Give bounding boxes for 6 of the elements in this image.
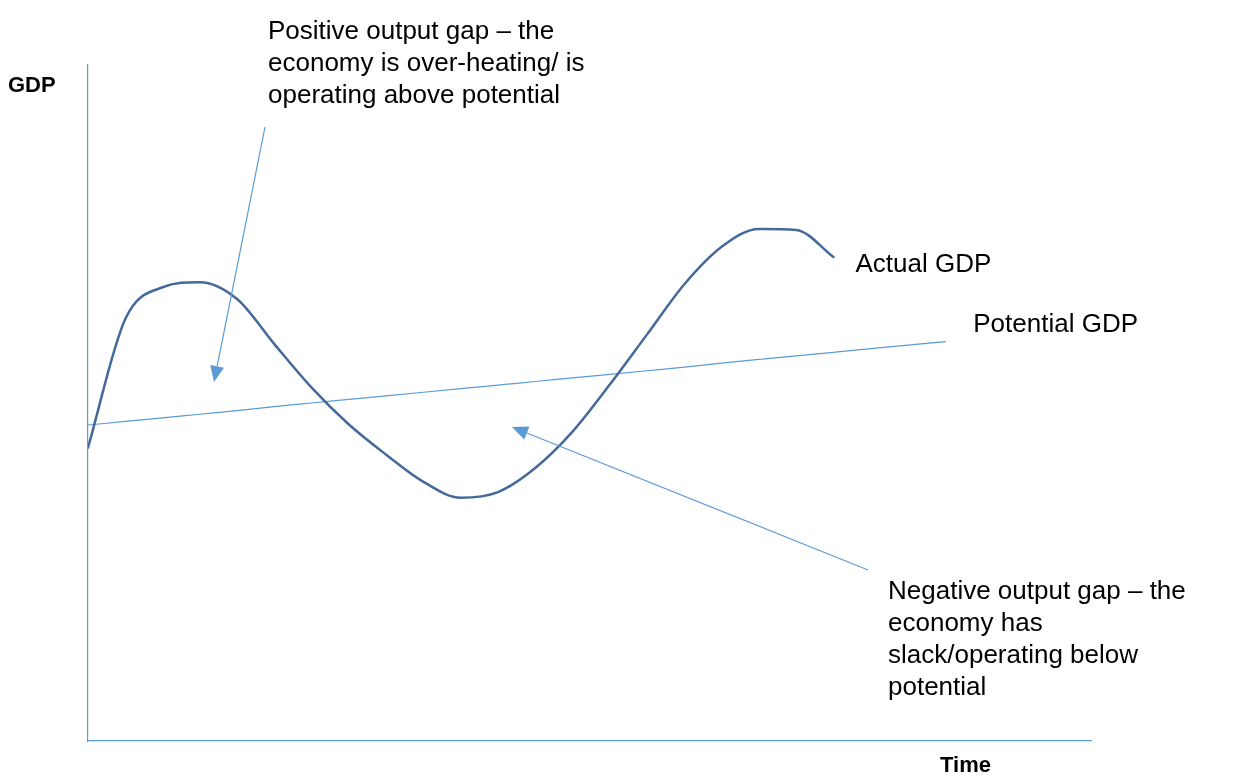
text: GDP (8, 72, 56, 98)
x-axis-title: Time (940, 752, 991, 777)
annotation: Negative output gap – the economy has slack/operating below potential (888, 574, 1187, 702)
series-label: Actual GDP (855, 248, 992, 279)
series-label: Potential GDP (973, 307, 1139, 338)
text: Positive output gap – the economy is over-heating/ is operating above potential (268, 14, 586, 110)
